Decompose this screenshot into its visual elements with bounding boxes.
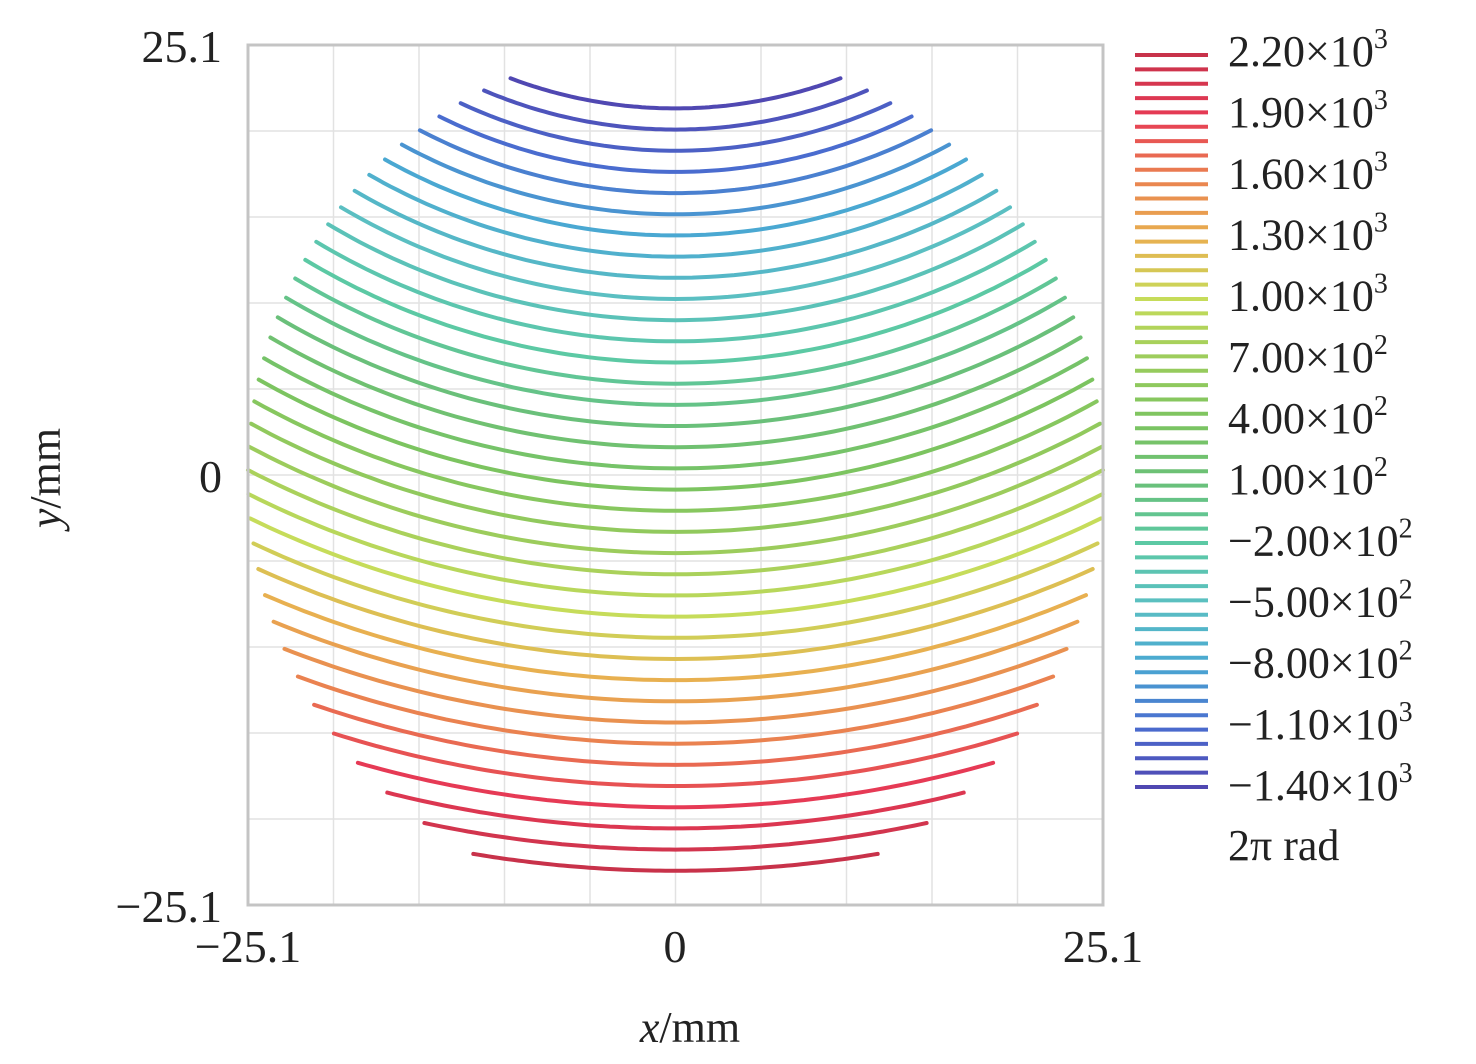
colorbar-level-label: 1.30×103 — [1228, 208, 1388, 260]
contour-line — [314, 239, 1037, 344]
contour-line — [471, 851, 880, 873]
contour-line — [246, 444, 1105, 556]
colorbar-level-label: −8.00×102 — [1228, 636, 1413, 688]
contour-line — [312, 702, 1039, 767]
contour-line — [295, 674, 1056, 746]
contour-line — [248, 516, 1103, 619]
x-tick-right: 25.1 — [1063, 921, 1144, 972]
contour-line — [399, 142, 952, 217]
colorbar-level-label: −5.00×102 — [1228, 575, 1413, 627]
contour-line — [303, 257, 1048, 365]
contour-line — [508, 76, 843, 111]
colorbar-unit: 2π rad — [1228, 821, 1339, 870]
y-axis-label: y/mm — [21, 428, 70, 532]
contour-line — [275, 315, 1076, 428]
colorbar-level-label: 1.00×102 — [1228, 452, 1388, 504]
contour-line — [458, 101, 893, 153]
contour-line — [282, 646, 1069, 725]
contour-line — [352, 188, 999, 280]
contour-line — [437, 114, 914, 174]
contour-line — [385, 790, 966, 831]
contour-line — [417, 128, 934, 196]
y-tick-zero: 0 — [199, 451, 222, 502]
x-axis-unit: /mm — [659, 1003, 740, 1052]
colorbar-level-label: 1.60×103 — [1228, 146, 1388, 198]
colorbar-level-label: 4.00×102 — [1228, 391, 1388, 443]
colorbar — [1135, 53, 1208, 789]
contour-line — [256, 567, 1095, 662]
contour-line — [326, 222, 1025, 323]
contour-line — [251, 541, 1100, 640]
y-axis-variable: y — [21, 508, 70, 532]
y-tick-top: 25.1 — [142, 21, 223, 72]
contour-line — [271, 619, 1080, 704]
colorbar-labels: 2.20×103 1.90×103 1.60×103 1.30×103 1.00×103… — [1228, 24, 1413, 810]
colorbar-level-label: −2.00×102 — [1228, 513, 1413, 565]
contour-line — [249, 421, 1102, 534]
contour-line — [482, 88, 869, 132]
contour-line — [422, 821, 929, 852]
plot-grid — [248, 45, 1103, 905]
contour-line — [284, 295, 1067, 407]
colorbar-level-label: −1.40×103 — [1228, 758, 1413, 810]
contour-line — [331, 731, 1020, 788]
x-axis-variable: x — [639, 1003, 660, 1052]
contour-line — [268, 335, 1083, 450]
colorbar-level-label: −1.10×103 — [1228, 697, 1413, 749]
contour-lines — [246, 76, 1105, 873]
y-tick-bottom: −25.1 — [116, 881, 222, 932]
x-tick-zero: 0 — [664, 921, 687, 972]
contour-line — [355, 760, 996, 810]
contour-line — [383, 157, 968, 238]
contour-line — [263, 593, 1088, 683]
contour-line — [246, 468, 1105, 577]
colorbar-level-label: 2.20×103 — [1228, 24, 1388, 76]
contour-line — [246, 492, 1105, 598]
plot-frame — [246, 43, 1105, 907]
contour-line — [256, 377, 1095, 492]
contour-line — [262, 356, 1089, 471]
x-axis-label: x/mm — [639, 1003, 740, 1052]
y-axis-unit: /mm — [21, 428, 70, 509]
colorbar-level-label: 7.00×102 — [1228, 330, 1388, 382]
contour-line — [293, 276, 1058, 386]
x-tick-left: −25.1 — [195, 921, 301, 972]
colorbar-level-label: 1.90×103 — [1228, 85, 1388, 137]
contour-line — [252, 399, 1099, 513]
colorbar-level-label: 1.00×103 — [1228, 269, 1388, 321]
contour-line — [367, 172, 984, 259]
contour-line — [339, 205, 1012, 302]
